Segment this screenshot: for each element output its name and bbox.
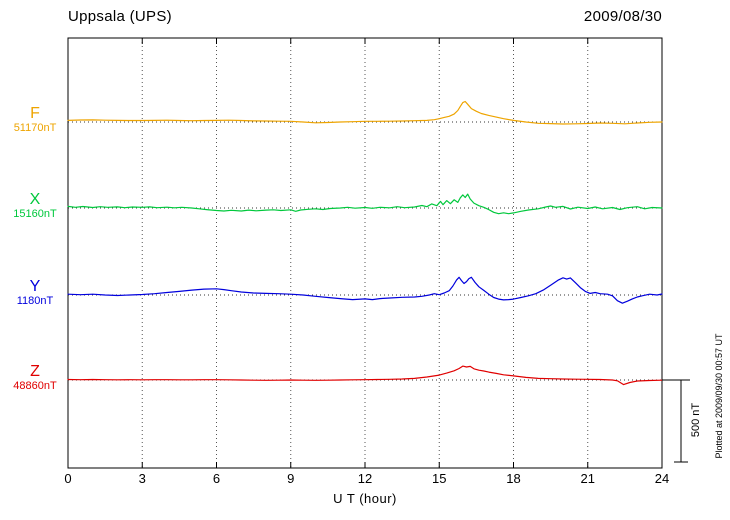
x-tick-label: 18: [506, 471, 521, 486]
series-base-value: 1180nT: [16, 295, 54, 307]
series-base-value: 51170nT: [13, 122, 57, 134]
series-label-x: X 15160nT: [8, 192, 62, 221]
series-label-y: Y 1180nT: [8, 279, 62, 308]
x-tick-label: 0: [64, 471, 72, 486]
series-base-value: 48860nT: [13, 380, 57, 392]
series-name: X: [29, 191, 41, 208]
x-tick-label: 3: [138, 471, 146, 486]
station-title: Uppsala (UPS): [68, 8, 172, 25]
series-name: F: [30, 105, 40, 122]
x-tick-label: 12: [357, 471, 373, 486]
series-base-value: 15160nT: [13, 208, 57, 220]
scale-bar-label: 500 nT: [690, 402, 702, 438]
x-tick-label: 21: [580, 471, 595, 486]
series-name: Z: [30, 363, 40, 380]
plotted-at-note: Plotted at 2009/09/30 00:57 UT: [714, 333, 724, 459]
x-axis-label: U T (hour): [333, 491, 397, 506]
x-tick-label: 6: [212, 471, 221, 486]
series-label-f: F 51170nT: [8, 106, 62, 135]
x-tick-label: 15: [432, 471, 447, 486]
series-label-z: Z 48860nT: [8, 364, 62, 393]
series-name: Y: [29, 278, 41, 295]
x-tick-label: 9: [287, 471, 295, 486]
plot-date: 2009/08/30: [583, 8, 662, 25]
x-tick-label: 24: [654, 471, 670, 486]
